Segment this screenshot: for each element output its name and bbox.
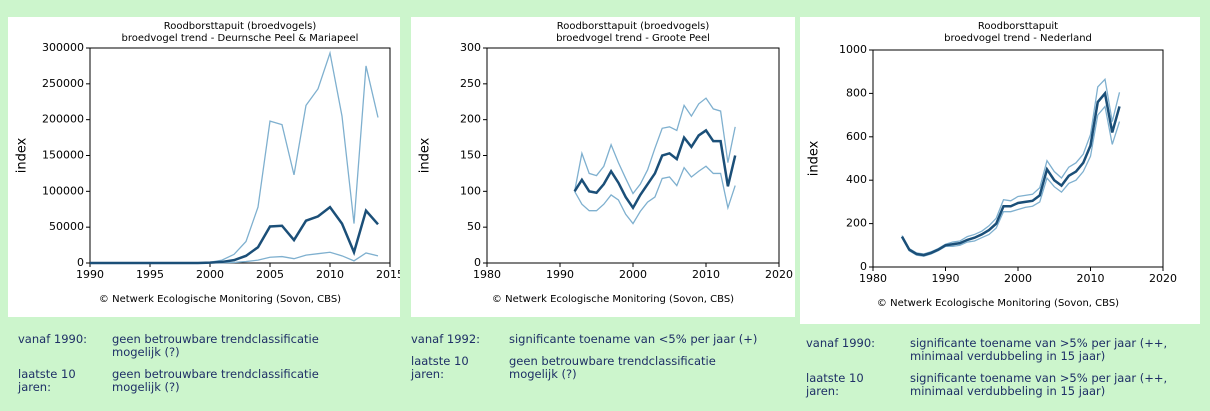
chart-title: Roodborsttapuit (broedvogels): [557, 21, 710, 32]
x-tick-label: 2015: [376, 268, 400, 281]
note-label: laatste 10 jaren:: [411, 354, 469, 381]
y-tick-label: 200: [460, 113, 481, 126]
note-row: vanaf 1992: significante toename van <5% …: [411, 333, 759, 346]
credit: © Netwerk Ecologische Monitoring (Sovon,…: [877, 298, 1119, 309]
note-label: vanaf 1992:: [411, 332, 481, 346]
x-tick-label: 1990: [546, 268, 574, 281]
trend-line: [90, 50, 379, 264]
chart-subtitle: broedvogel trend - Deurnsche Peel & Mari…: [122, 33, 359, 44]
y-tick-label: 100: [460, 184, 481, 197]
note-label: laatste 10 jaren:: [806, 371, 864, 398]
chart-panel: Roodborsttapuit (broedvogels) broedvogel …: [8, 17, 405, 317]
note-text: geen betrouwbare trendclassificatie moge…: [509, 354, 716, 381]
note-text: geen betrouwbare trendclassificatie moge…: [112, 332, 319, 359]
chart-panel: Roodborsttapuit broedvogel trend - Nederl…: [800, 17, 1200, 324]
note-row: vanaf 1990: significante toename van >5% …: [806, 337, 1200, 363]
x-tick-label: 1990: [76, 268, 104, 281]
y-tick-label: 1000: [839, 43, 867, 56]
y-tick-label: 250: [460, 77, 481, 90]
note-text: geen betrouwbare trendclassificatie moge…: [112, 367, 319, 394]
y-tick-label: 200: [846, 217, 867, 230]
note-label: vanaf 1990:: [806, 336, 876, 350]
trend-line: [90, 205, 379, 265]
y-tick-label: 50000: [49, 220, 84, 233]
y-tick-label: 150: [460, 149, 481, 162]
y-tick-label: 300: [460, 41, 481, 54]
y-tick-label: 150000: [42, 149, 84, 162]
note-text: significante toename van >5% per jaar (+…: [910, 336, 1168, 363]
note-text: significante toename van <5% per jaar (+…: [509, 332, 758, 346]
x-tick-label: 1995: [136, 268, 164, 281]
y-tick-label: 0: [860, 260, 867, 273]
x-tick-label: 1980: [473, 268, 501, 281]
chart-title: Roodborsttapuit: [978, 21, 1058, 32]
y-tick-label: 400: [846, 173, 867, 186]
y-tick-label: 0: [474, 256, 481, 269]
x-tick-label: 2010: [316, 268, 344, 281]
chart: Roodborsttapuit (broedvogels)broedvogel …: [15, 21, 405, 305]
x-tick-label: 2010: [1077, 272, 1105, 285]
chart-panel: Roodborsttapuit (broedvogels) broedvogel …: [411, 17, 795, 317]
y-tick-label: 50: [467, 220, 481, 233]
y-tick-label: 600: [846, 130, 867, 143]
plot-frame: [872, 49, 1164, 268]
x-tick-label: 1990: [932, 272, 960, 285]
y-tick-label: 800: [846, 86, 867, 99]
x-tick-label: 2020: [1149, 272, 1177, 285]
credit: © Netwerk Ecologische Monitoring (Sovon,…: [492, 294, 734, 305]
chart-subtitle: broedvogel trend - Nederland: [944, 33, 1092, 44]
chart: Roodborsttapuit (broedvogels)broedvogel …: [418, 21, 794, 305]
y-tick-label: 0: [77, 256, 84, 269]
trend-line: [900, 90, 1121, 257]
x-tick-label: 2000: [196, 268, 224, 281]
chart-subtitle: broedvogel trend - Groote Peel: [556, 33, 710, 44]
x-tick-label: 2005: [256, 268, 284, 281]
x-tick-label: 2020: [765, 268, 793, 281]
note-label: laatste 10 jaren:: [18, 367, 76, 394]
y-tick-label: 200000: [42, 113, 84, 126]
chart-title: Roodborsttapuit (broedvogels): [164, 21, 317, 32]
credit: © Netwerk Ecologische Monitoring (Sovon,…: [99, 294, 341, 305]
trend-line: [573, 97, 736, 195]
y-axis-label: index: [807, 140, 822, 176]
trend-line: [574, 165, 736, 225]
y-tick-label: 100000: [42, 184, 84, 197]
note-row: vanaf 1990: geen betrouwbare trendclassif…: [18, 333, 362, 359]
y-axis-label: index: [15, 137, 30, 173]
note-text: significante toename van >5% per jaar (+…: [910, 371, 1168, 398]
note-row: laatste 10 jaren: geen betrouwbare trendc…: [18, 368, 362, 394]
notes: vanaf 1990: geen betrouwbare trendclassif…: [18, 333, 362, 403]
note-row: laatste 10 jaren: significante toename va…: [806, 372, 1200, 398]
y-tick-label: 250000: [42, 77, 84, 90]
trend-line: [573, 128, 737, 211]
y-tick-label: 300000: [42, 41, 84, 54]
x-tick-label: 1980: [859, 272, 887, 285]
notes: vanaf 1990: significante toename van >5% …: [806, 337, 1200, 407]
trend-line: [901, 77, 1121, 255]
note-label: vanaf 1990:: [18, 332, 88, 346]
y-axis-label: index: [418, 137, 433, 173]
notes: vanaf 1992: significante toename van <5% …: [411, 333, 759, 390]
x-tick-label: 2000: [619, 268, 647, 281]
x-tick-label: 2010: [692, 268, 720, 281]
note-row: laatste 10 jaren: geen betrouwbare trendc…: [411, 355, 759, 381]
x-tick-label: 2000: [1004, 272, 1032, 285]
trend-line: [901, 104, 1121, 257]
